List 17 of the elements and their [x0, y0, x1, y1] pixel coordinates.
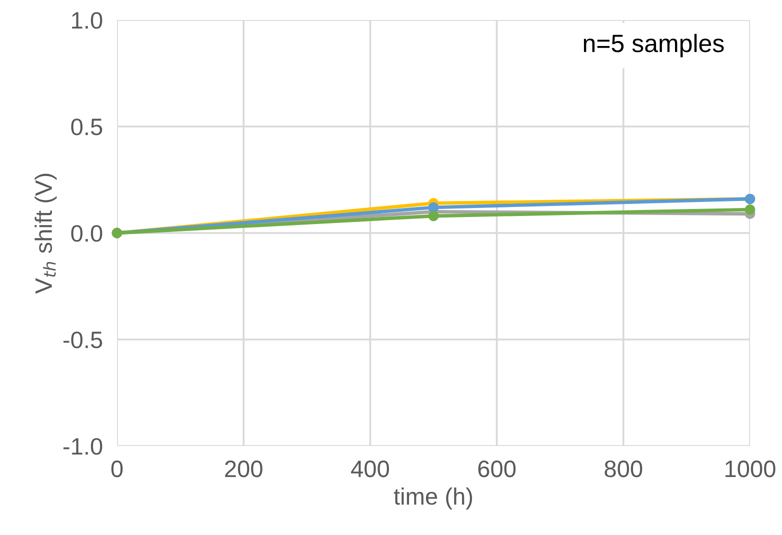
y-tick-label: 0.5 [71, 118, 102, 136]
point [428, 210, 439, 222]
y-axis-title: V$_{th}$ shift (V) [34, 174, 57, 294]
x-tick-label: 200 [225, 460, 262, 478]
y-tick-label: -1.0 [63, 438, 102, 455]
x-tick-label: 1000 [726, 460, 776, 478]
y-tick-label: -0.5 [63, 332, 102, 348]
point [428, 202, 439, 213]
point [744, 204, 756, 215]
y-tick-label: 1.0 [72, 12, 102, 29]
annotation: n=5 samples [584, 34, 724, 58]
x-tick-label: 800 [604, 460, 642, 478]
x-tick-label: 0 [111, 460, 123, 478]
x-tick-label: 400 [351, 460, 389, 478]
y-tick-label: 0.0 [71, 225, 102, 242]
x-tick-label: 600 [478, 460, 516, 478]
x-axis-title: time (h) [394, 487, 472, 510]
